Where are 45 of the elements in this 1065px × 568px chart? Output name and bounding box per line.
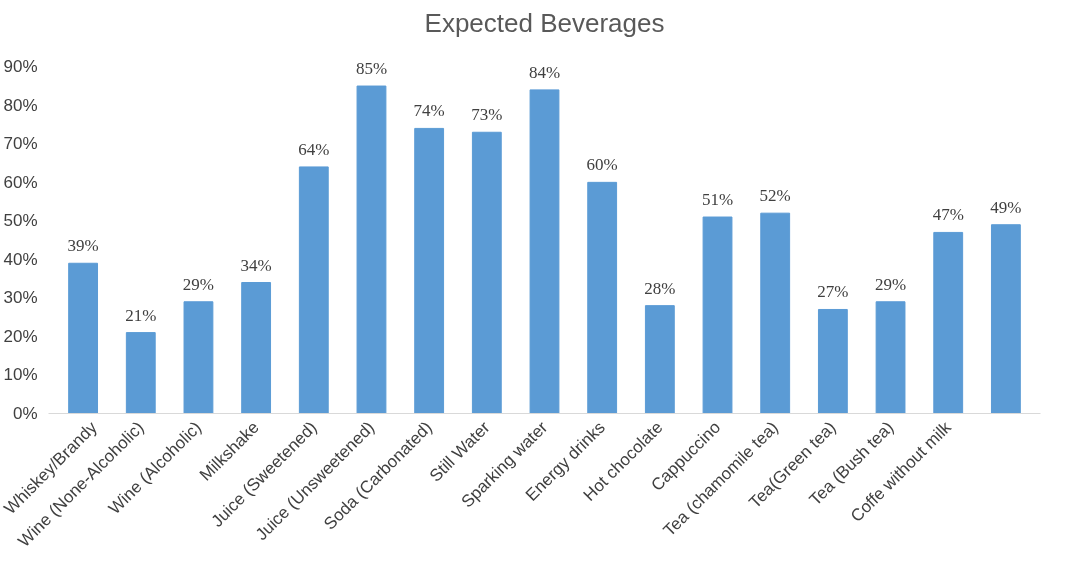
data-label: 74% [413, 101, 445, 121]
y-tick-label: 20% [3, 326, 38, 346]
bar [68, 262, 99, 414]
bar [298, 166, 329, 414]
bar [183, 301, 214, 414]
bar [241, 282, 272, 414]
data-label: 39% [67, 236, 99, 256]
y-tick-label: 70% [3, 134, 38, 154]
bar [414, 127, 445, 414]
y-tick-label: 0% [12, 404, 38, 423]
y-tick-label: 40% [3, 249, 38, 269]
chart-title: Expected Beverages [424, 7, 665, 38]
y-tick-label: 80% [3, 95, 38, 115]
data-label: 51% [701, 190, 734, 210]
y-tick-label: 90% [3, 57, 38, 77]
bar [356, 85, 387, 414]
bar [702, 216, 733, 414]
y-tick-label: 30% [3, 288, 38, 308]
data-label: 21% [125, 305, 157, 325]
data-label: 85% [355, 59, 388, 79]
y-tick-label: 50% [3, 211, 38, 231]
bar [990, 224, 1021, 414]
y-tick-label: 60% [3, 172, 38, 192]
data-label: 73% [471, 105, 503, 125]
data-label: 64% [298, 139, 330, 159]
data-label: 29% [874, 274, 907, 294]
bar [933, 231, 964, 414]
data-label: 60% [586, 155, 618, 175]
bar [817, 308, 848, 414]
bar [471, 131, 502, 414]
data-label: 28% [644, 278, 676, 298]
bar [875, 301, 906, 414]
data-label: 52% [759, 186, 791, 206]
bar [125, 332, 156, 414]
data-label: 84% [528, 62, 561, 82]
bar [644, 305, 675, 414]
y-tick-label: 10% [3, 365, 38, 385]
bar [587, 181, 618, 414]
bar [529, 89, 560, 414]
data-label: 34% [240, 255, 272, 275]
data-label: 27% [817, 282, 849, 302]
data-label: 47% [932, 205, 964, 225]
data-label: 49% [990, 197, 1022, 217]
data-label: 29% [182, 274, 215, 294]
bar [760, 212, 791, 414]
